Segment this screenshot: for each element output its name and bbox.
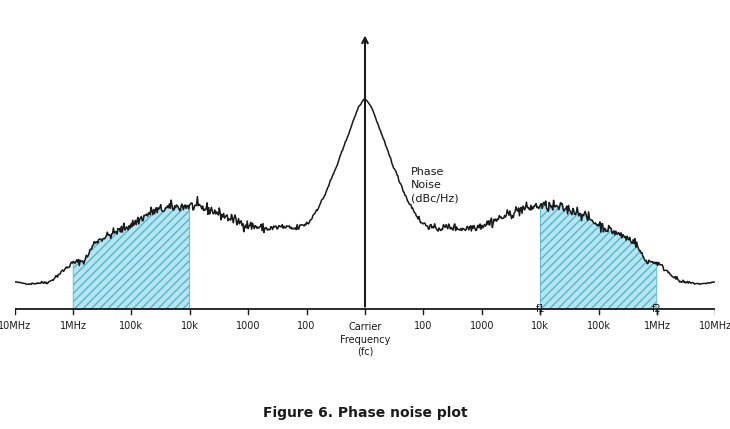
- Text: 1000: 1000: [469, 321, 494, 331]
- Polygon shape: [540, 200, 657, 309]
- Text: 10k: 10k: [181, 321, 199, 331]
- Text: 1MHz: 1MHz: [644, 321, 670, 331]
- Text: 1MHz: 1MHz: [60, 321, 86, 331]
- Text: 10MHz: 10MHz: [0, 321, 31, 331]
- Text: Phase
Noise
(dBc/Hz): Phase Noise (dBc/Hz): [410, 167, 458, 203]
- Text: 10k: 10k: [531, 321, 549, 331]
- Text: 10MHz: 10MHz: [699, 321, 730, 331]
- Text: 100k: 100k: [587, 321, 610, 331]
- Text: 100: 100: [297, 321, 316, 331]
- Text: f2: f2: [652, 304, 662, 314]
- Text: 100: 100: [414, 321, 433, 331]
- Text: Figure 6. Phase noise plot: Figure 6. Phase noise plot: [263, 406, 467, 420]
- Polygon shape: [73, 200, 190, 309]
- Text: f1: f1: [535, 304, 545, 314]
- Text: 100k: 100k: [120, 321, 143, 331]
- Text: Carrier
Frequency
(fc): Carrier Frequency (fc): [339, 322, 391, 357]
- Text: 1000: 1000: [236, 321, 261, 331]
